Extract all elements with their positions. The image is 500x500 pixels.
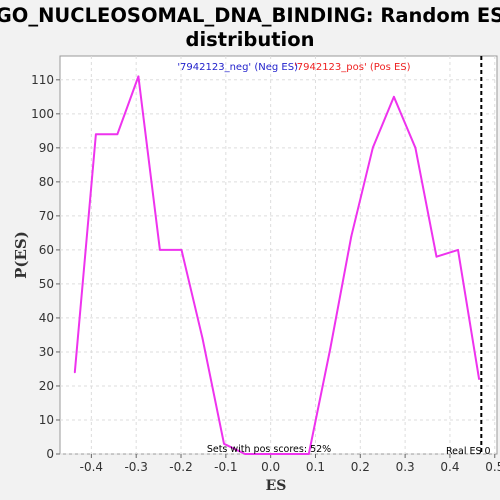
series-point [414,146,417,149]
series-point [244,453,247,455]
chart-title-line-1: GO_NUCLEOSOMAL_DNA_BINDING: Random ES [0,4,500,27]
grid [60,56,497,455]
y-tick-label: 60 [39,243,54,257]
x-tick-label: 0.2 [351,460,370,474]
y-axis-label: P(ES) [12,231,30,279]
series-point [159,248,161,251]
y-tick-label: 10 [39,413,54,427]
series-point [307,453,310,455]
x-tick-label: 0.4 [440,460,459,474]
x-tick-label: -0.1 [214,460,237,474]
series-point [435,255,438,258]
series-point [94,133,97,136]
series-point [269,453,272,455]
x-tick-label: 0.0 [261,460,280,474]
y-tick-label: 30 [39,345,54,359]
series-point [223,442,225,445]
series-point [371,146,374,149]
series-point [73,371,76,374]
series-point [137,75,140,78]
y-tick-label: 70 [39,209,54,223]
x-tick-label: -0.4 [80,460,103,474]
plot-area [59,55,498,455]
axis-ticks: -0.4 -0.3 -0.2 -0.1 0.0 0.1 0.2 0.3 0.4 0.5 0 10 20 3… [31,73,500,474]
real-es-label: Real ES 0 [446,446,491,457]
y-tick-label: 50 [39,277,54,291]
y-tick-label: 100 [31,107,54,121]
x-tick-label: 0.5 [485,460,500,474]
x-tick-label: 0.1 [306,460,325,474]
y-tick-label: 90 [39,141,54,155]
legend-entry-pos: '7942123_pos' (Pos ES) [294,62,411,73]
legend-entry-neg: '7942123_neg' (Neg ES) [177,62,298,73]
series-point [350,235,353,238]
series-group [73,75,481,455]
chart-title-line-2: distribution [186,28,315,51]
series-point [180,248,183,251]
series-point [201,337,204,340]
x-tick-label: 0.3 [396,460,415,474]
x-tick-label: -0.2 [169,460,192,474]
pos-scores-annotation: Sets with pos scores: 52% [207,444,331,455]
series-point [393,95,395,98]
series-point [116,133,119,136]
y-tick-label: 110 [31,73,54,87]
y-tick-label: 80 [39,175,54,189]
y-tick-label: 40 [39,311,54,325]
series-point [457,248,459,251]
y-tick-label: 0 [46,447,54,461]
x-axis-label: ES [266,478,287,494]
y-tick-label: 20 [39,379,54,393]
series-point [329,347,332,350]
x-tick-label: -0.3 [124,460,147,474]
series-point [478,378,480,381]
